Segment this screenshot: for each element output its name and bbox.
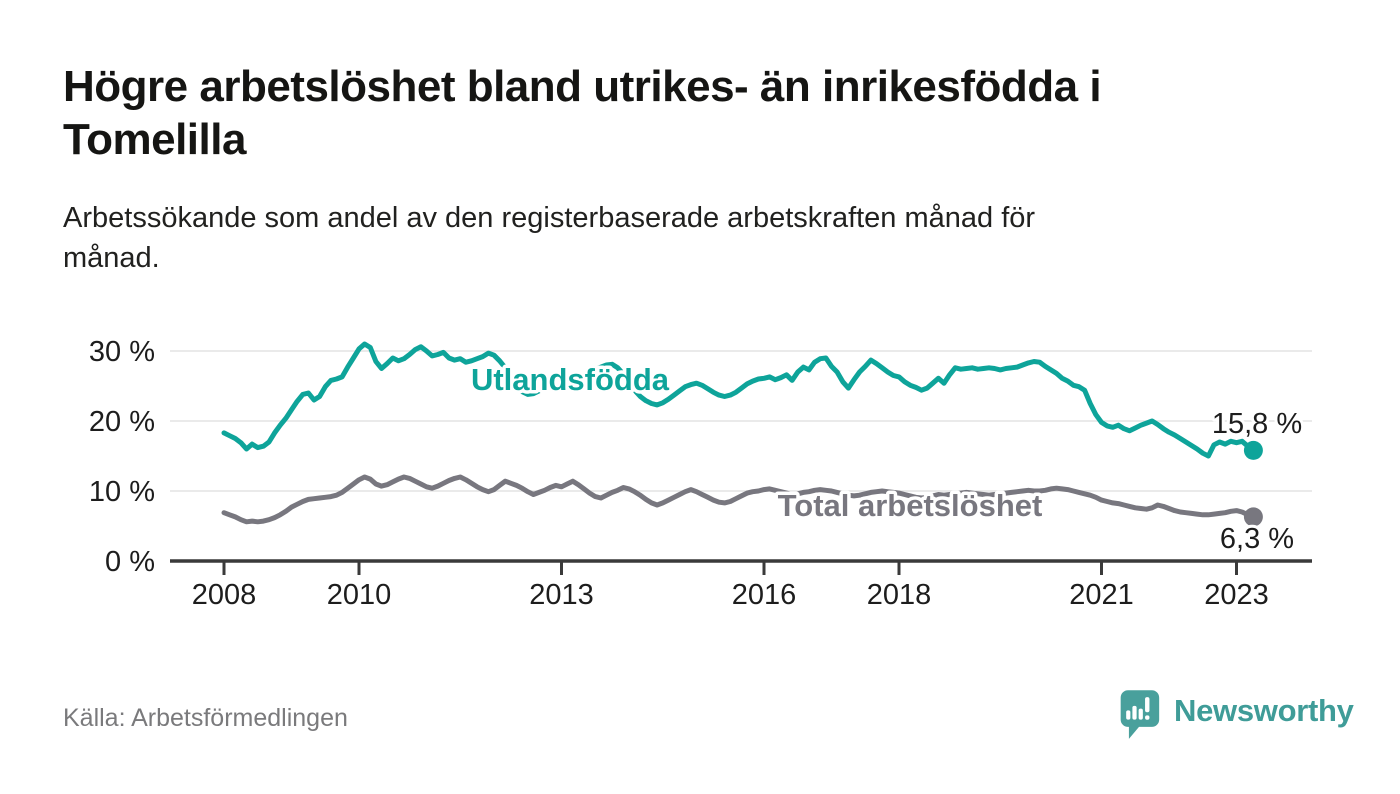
series-endpoint-dot [1243,440,1263,460]
x-tick-label: 2021 [1069,579,1134,611]
page-title: Högre arbetslöshet bland utrikes- än inr… [63,62,1102,164]
x-tick-label: 2023 [1204,579,1269,611]
y-tick-label: 30 % [89,336,155,368]
x-tick-label: 2010 [327,579,392,611]
x-axis: 2008 2010 2013 2016 2018 2021 2023 [170,559,1312,611]
y-tick-label: 0 % [105,546,155,578]
source-note: Källa: Arbetsförmedlingen [63,704,348,732]
page-subtitle: Arbetssökande som andel av den registerb… [63,202,1036,274]
end-value-utlandsfodda: 15,8 % [1212,408,1302,440]
end-value-total-arbetsloshet: 6,3 % [1220,523,1294,555]
series-line [221,341,1256,459]
brand-logo: Newsworthy [1117,688,1354,742]
y-tick-label: 20 % [89,406,155,438]
series-line [221,474,1256,525]
series-endpoint-dot [1243,507,1263,527]
gridlines: 0 % 10 % 20 % 30 % [89,336,1312,578]
newsworthy-bubble-chart-icon [1120,690,1160,739]
x-tick-label: 2013 [529,579,594,611]
series-label-total-arbetsloshet: Total arbetslöshet [778,488,1043,523]
series-label-utlandsfodda: Utlandsfödda [471,362,670,397]
x-tick-label: 2008 [192,579,257,611]
y-tick-label: 10 % [89,476,155,508]
x-tick-label: 2016 [732,579,797,611]
brand-name: Newsworthy [1174,693,1354,728]
series-lines [221,341,1263,527]
x-tick-label: 2018 [867,579,932,611]
